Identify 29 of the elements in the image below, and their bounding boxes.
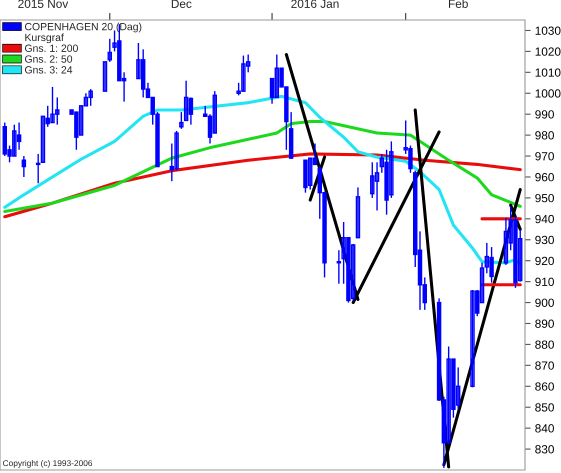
- y-tick-label: 930: [535, 236, 554, 244]
- x-tick-label: Dec: [172, 0, 192, 8]
- y-tick-label: 950: [535, 194, 554, 202]
- annotation: Kursgraf: [25, 33, 64, 44]
- y-tick-label: 880: [535, 340, 554, 349]
- y-tick-label: 970: [535, 152, 554, 160]
- y-tick-label: 1020: [536, 47, 561, 56]
- y-tick-label: 990: [535, 110, 554, 119]
- y-tick-label: 890: [535, 320, 554, 328]
- y-tick-label: 1030: [536, 26, 561, 35]
- y-tick-label: 830: [535, 445, 554, 454]
- y-tick-label: 920: [535, 256, 554, 266]
- y-tick-label: 850: [535, 403, 554, 412]
- legend-label: Gns. 1: 200: [25, 44, 78, 52]
- annotation: Copyright (c) 1993-2006: [3, 460, 92, 468]
- y-tick-label: 1010: [536, 68, 561, 77]
- y-tick-label: 980: [535, 131, 554, 140]
- legend-label: Gns. 3: 24: [25, 66, 72, 74]
- y-tick-label: 900: [535, 298, 554, 307]
- y-tick-label: 840: [535, 424, 554, 433]
- y-tick-label: 940: [535, 214, 554, 224]
- y-tick-label: 960: [535, 173, 554, 182]
- x-tick-label: 2015 Nov: [18, 0, 68, 8]
- y-tick-label: 860: [535, 382, 554, 391]
- y-tick-label: 910: [535, 278, 554, 286]
- legend-label: Gns. 2: 50: [25, 55, 72, 63]
- y-tick-label: 1000: [536, 89, 561, 98]
- x-tick-label: 2016 Jan: [291, 0, 339, 8]
- y-tick-label: 870: [535, 361, 554, 370]
